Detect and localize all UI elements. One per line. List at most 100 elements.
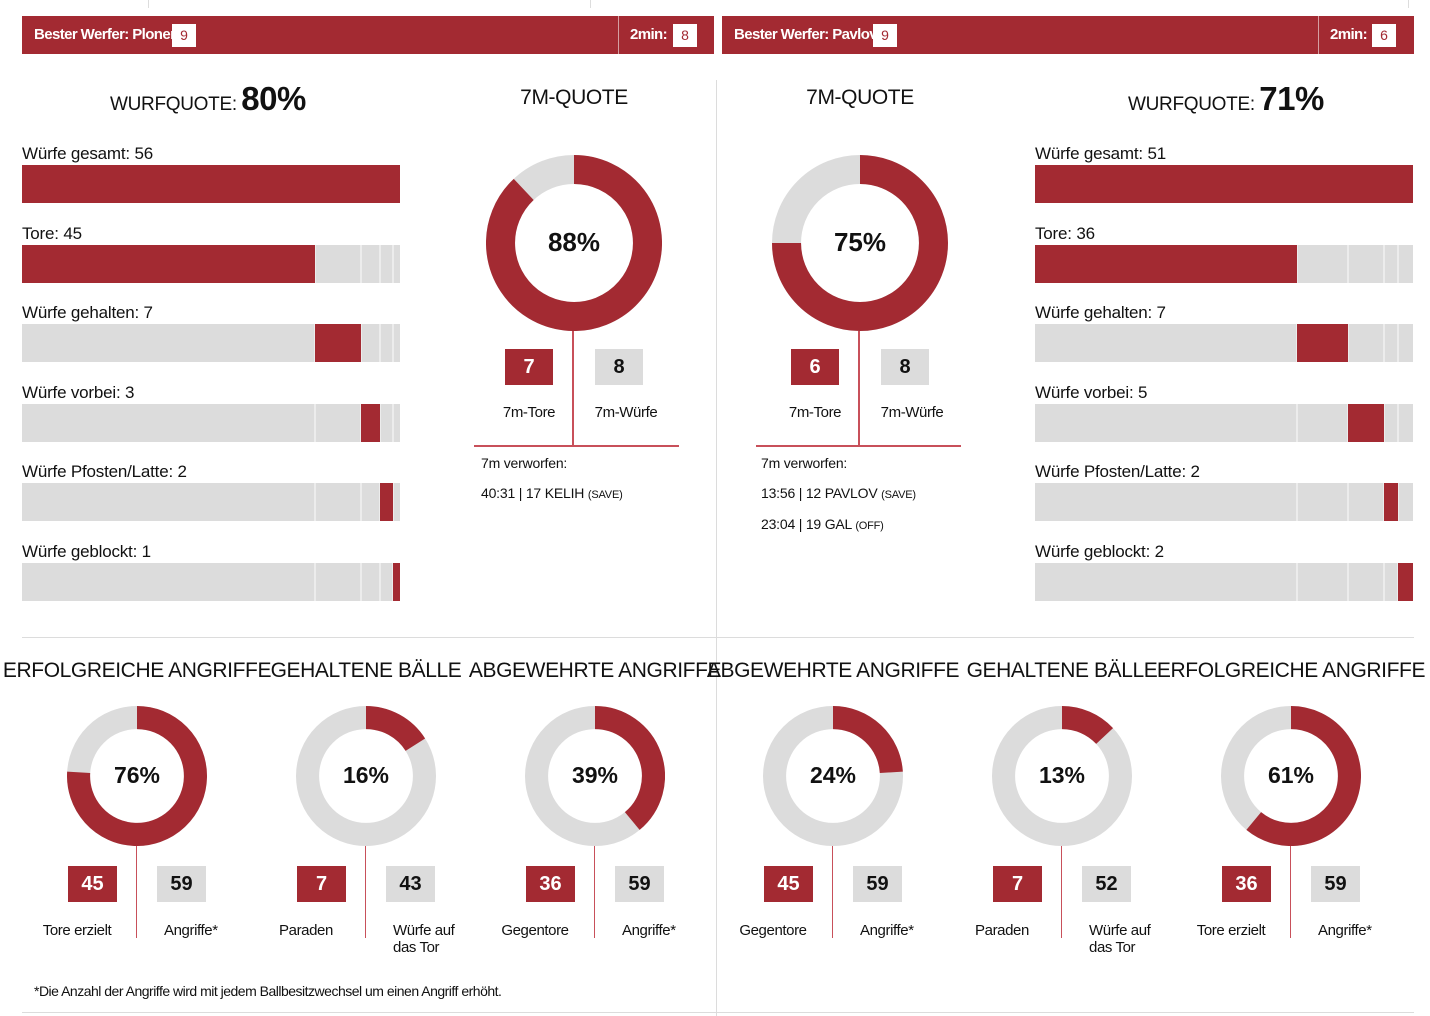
- shot-bar-gridline: [359, 483, 362, 521]
- donut-svg: [524, 705, 666, 847]
- attack-label-a: Paraden: [975, 922, 1029, 939]
- attack-label-a: Gegentore: [739, 922, 807, 939]
- wurfquote-left: WURFQUOTE: 80%: [110, 80, 306, 118]
- attack-label-b: Würfe auf das Tor: [393, 922, 455, 956]
- center-divider: [716, 80, 717, 1016]
- seven-m-missed-item: 40:31 | 17 KELIH (SAVE): [481, 485, 623, 501]
- attack-value-b: 59: [157, 866, 206, 902]
- attack-panel-title: GEHALTENE BÄLLE: [966, 659, 1158, 682]
- attack-panel-title: ABGEWEHRTE ANGRIFFE: [706, 659, 960, 682]
- donut-percent: 16%: [342, 761, 390, 788]
- shot-bar-track: [1035, 324, 1413, 362]
- shot-bar-label: Würfe gehalten: 7: [1035, 303, 1166, 322]
- shot-bar-gridline: [379, 244, 382, 283]
- shot-bar-fill: [1383, 483, 1399, 521]
- seven-m-tore-label: 7m-Tore: [788, 404, 842, 421]
- shot-bar-fill: [22, 244, 316, 283]
- attack-panel-title: ERFOLGREICHE ANGRIFFE: [2, 659, 272, 682]
- shots-bars-left: Würfe gesamt: 56 Tore: 45 Würfe gehalten: …: [22, 144, 400, 604]
- shot-bar-label: Würfe gehalten: 7: [22, 303, 153, 322]
- shot-bar-gridline: [392, 483, 395, 521]
- shot-bar-gridline: [1397, 403, 1400, 442]
- seven-m-title: 7M-QUOTE: [520, 86, 628, 109]
- seven-m-donut: 75%: [771, 154, 949, 332]
- footer-divider: [22, 1012, 1414, 1013]
- shot-bar-track: [22, 483, 400, 521]
- seven-m-hline: [474, 445, 679, 447]
- donut-arc: [594, 706, 665, 830]
- seven-m-hline: [756, 445, 961, 447]
- donut-svg: [991, 705, 1133, 847]
- shot-bar-gridline: [314, 244, 317, 283]
- donut-arc: [365, 706, 426, 752]
- donut-arc: [486, 155, 662, 331]
- attack-donut: 61%: [1220, 705, 1362, 847]
- shot-bar-gridline: [1382, 324, 1385, 362]
- seven-m-tore-box: 7: [505, 349, 553, 385]
- attack-divider: [136, 846, 137, 938]
- donut-svg: [66, 705, 208, 847]
- shot-bar-label: Würfe gesamt: 51: [1035, 144, 1166, 163]
- shot-bar-label: Würfe vorbei: 5: [1035, 382, 1148, 402]
- shot-bar-label: Würfe vorbei: 3: [22, 382, 135, 402]
- attack-value-a: 7: [297, 866, 346, 902]
- seven-m-vline: [858, 331, 860, 446]
- shot-bar-gridline: [1382, 562, 1385, 601]
- donut-arc: [1061, 706, 1114, 745]
- attack-value-b: 52: [1082, 866, 1131, 902]
- donut-percent: 61%: [1267, 761, 1315, 788]
- header-bar-right: Bester Werfer: Pavlov 9 2min: 6: [722, 16, 1414, 54]
- shot-bar-track: [1035, 562, 1413, 601]
- attack-panel: GEHALTENE BÄLLE 16% 7 43 Paraden Würfe auf da…: [251, 640, 481, 980]
- shot-bar-label: Würfe Pfosten/Latte: 2: [22, 462, 187, 481]
- section-divider: [22, 637, 1414, 638]
- shot-bar-gridline: [1346, 483, 1349, 521]
- attack-label-a: Gegentore: [501, 922, 569, 939]
- two-min-label: 2min:: [630, 26, 668, 43]
- shot-bar-gridline: [379, 403, 382, 442]
- seven-m-wuerfe-box: 8: [881, 349, 929, 385]
- two-min-label: 2min:: [1330, 26, 1368, 43]
- shot-bar-label: Tore: 36: [1035, 223, 1095, 243]
- attack-panel: ABGEWEHRTE ANGRIFFE 24% 45 59 Gegentore Angri…: [707, 640, 960, 980]
- shot-bar-gridline: [392, 324, 395, 362]
- shot-bar-fill: [22, 165, 400, 203]
- seven-m-title: 7M-QUOTE: [806, 86, 914, 109]
- seven-m-tore-box: 6: [791, 349, 839, 385]
- shot-bar-gridline: [392, 244, 395, 283]
- header-divider: [1318, 16, 1319, 54]
- attack-value-b: 59: [853, 866, 902, 902]
- shot-bar-track: [1035, 165, 1413, 203]
- shot-bar-track: [22, 403, 400, 442]
- attack-divider: [1290, 846, 1291, 938]
- shot-bar-track: [1035, 403, 1413, 442]
- shot-bar-track: [22, 244, 400, 283]
- shot-bar-gridline: [1382, 244, 1385, 283]
- attack-value-a: 45: [764, 866, 813, 902]
- shot-bar-fill: [315, 324, 361, 362]
- attack-divider: [1061, 846, 1062, 938]
- attack-panel-title: GEHALTENE BÄLLE: [270, 659, 462, 682]
- missed-tag: (SAVE): [587, 489, 623, 501]
- top-divider-left: [148, 0, 149, 8]
- attack-panel-title: ABGEWEHRTE ANGRIFFE: [468, 659, 722, 682]
- two-min-value: 6: [1372, 24, 1396, 47]
- shot-bar-fill: [1398, 562, 1413, 601]
- shot-bar-gridline: [314, 562, 317, 601]
- shot-bar-gridline: [359, 562, 362, 601]
- donut-percent: 88%: [547, 226, 601, 257]
- seven-m-tore-label: 7m-Tore: [502, 404, 556, 421]
- shot-bar-gridline: [1397, 324, 1400, 362]
- shot-bar-gridline: [1295, 244, 1298, 283]
- shot-bar-fill: [1035, 165, 1413, 203]
- shot-bar-label: Würfe gesamt: 56: [22, 144, 153, 163]
- footnote: *Die Anzahl der Angriffe wird mit jedem …: [34, 983, 502, 999]
- top-divider-right: [1408, 0, 1409, 8]
- shot-bar-label: Würfe geblockt: 1: [22, 541, 151, 561]
- shot-bar-label: Würfe Pfosten/Latte: 2: [1035, 462, 1200, 481]
- shot-bar-gridline: [359, 324, 362, 362]
- best-thrower-label: Bester Werfer: Ploner: [34, 26, 176, 43]
- donut-svg: [485, 154, 663, 332]
- header-divider: [618, 16, 619, 54]
- shot-bar-track: [22, 324, 400, 362]
